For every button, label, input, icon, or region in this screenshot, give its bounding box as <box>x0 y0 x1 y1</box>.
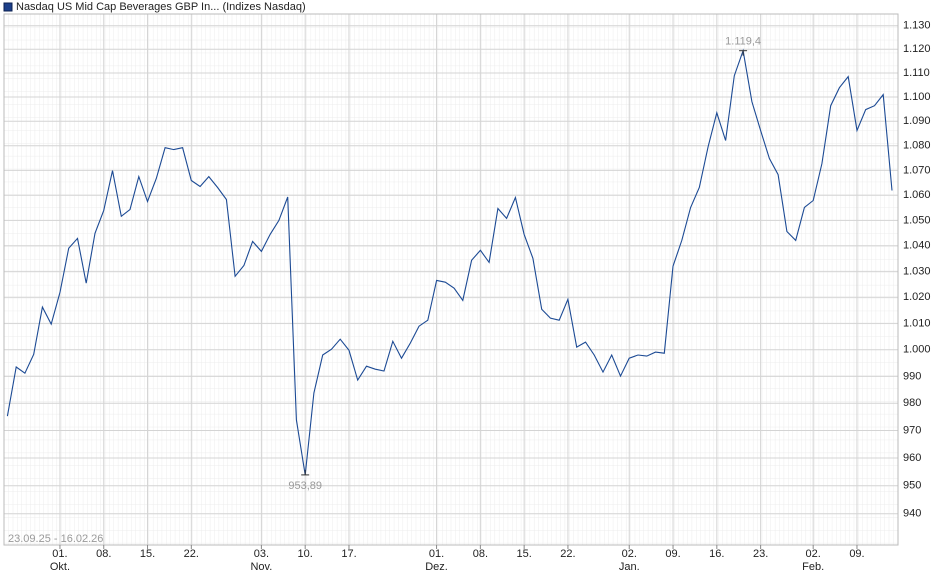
x-tick-label: 22. <box>560 548 575 560</box>
x-tick-label: 02. <box>622 548 637 560</box>
minor-grid <box>4 14 898 545</box>
value-label: 953,89 <box>288 480 322 492</box>
y-tick-label: 1.110 <box>903 67 930 79</box>
x-tick-label: 15. <box>140 548 155 560</box>
y-tick-label: 1.020 <box>903 291 931 303</box>
month-label: Jan. <box>619 561 640 573</box>
y-tick-label: 1.080 <box>903 140 931 152</box>
x-tick-label: 01. <box>429 548 444 560</box>
x-tick-label: 22. <box>184 548 199 560</box>
y-tick-label: 1.120 <box>903 43 931 55</box>
month-label: Dez. <box>425 561 448 573</box>
x-tick-label: 09. <box>849 548 864 560</box>
period: 23.09.25 - 16.02.26 <box>8 533 103 545</box>
x-tick-label: 03. <box>254 548 269 560</box>
y-tick-label: 1.000 <box>903 344 931 356</box>
month-label: Feb. <box>802 561 824 573</box>
legend-swatch <box>3 2 13 12</box>
x-tick-label: 09. <box>665 548 680 560</box>
x-tick-label: 08. <box>473 548 488 560</box>
x-tick-label: 15. <box>516 548 531 560</box>
y-tick-label: 1.090 <box>903 115 931 127</box>
y-tick-label: 1.030 <box>903 265 931 277</box>
month-label: Okt. <box>50 561 70 573</box>
y-tick-label: 940 <box>903 508 921 520</box>
y-tick-label: 1.060 <box>903 189 931 201</box>
x-tick-label: 10. <box>298 548 313 560</box>
y-tick-label: 970 <box>903 424 921 436</box>
y-tick-label: 1.130 <box>903 20 931 32</box>
y-tick-label: 950 <box>903 480 921 492</box>
y-tick-label: 1.040 <box>903 240 931 252</box>
plot-frame <box>3 13 899 546</box>
x-tick-label: 01. <box>52 548 67 560</box>
y-tick-label: 980 <box>903 397 921 409</box>
x-tick-label: 08. <box>96 548 111 560</box>
month-label: Nov. <box>250 561 272 573</box>
y-tick-label: 1.050 <box>903 214 931 226</box>
y-tick-label: 960 <box>903 452 921 464</box>
x-tick-label: 02. <box>806 548 821 560</box>
price-line <box>6 48 893 475</box>
x-tick-label: 17. <box>341 548 356 560</box>
grid <box>4 14 898 545</box>
chart-title: Nasdaq US Mid Cap Beverages GBP In... (I… <box>16 1 306 13</box>
value-label: 1.119,4 <box>725 36 761 48</box>
y-tick-label: 1.070 <box>903 164 931 176</box>
y-tick-label: 1.100 <box>903 91 931 103</box>
y-tick-label: 1.010 <box>903 317 931 329</box>
x-tick-label: 16. <box>709 548 724 560</box>
y-tick-label: 990 <box>903 370 921 382</box>
x-tick-label: 23. <box>753 548 768 560</box>
